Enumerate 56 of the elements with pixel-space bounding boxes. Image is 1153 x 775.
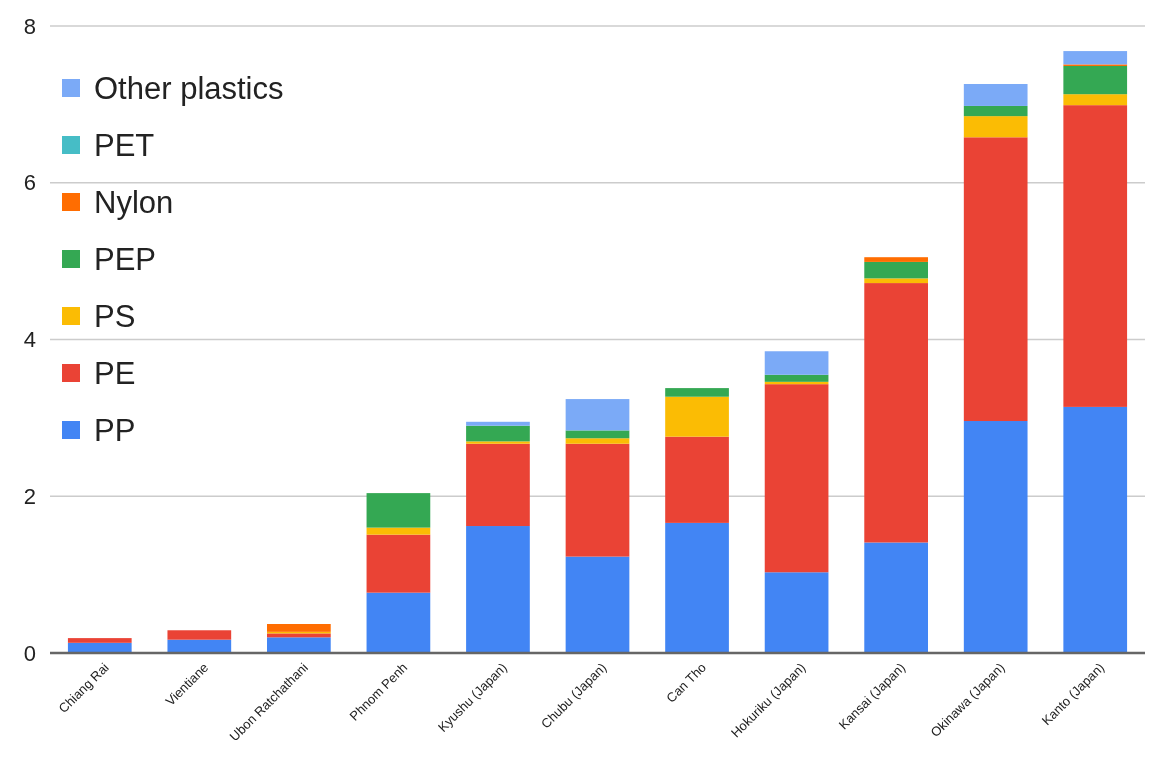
bar: [466, 443, 530, 527]
bar: [466, 526, 530, 653]
bar: [366, 534, 431, 593]
bar: [665, 388, 729, 397]
legend-label: PE: [94, 355, 136, 391]
bar: [565, 443, 630, 557]
legend-label: PEP: [94, 241, 157, 277]
bar: [1063, 406, 1128, 653]
bar: [665, 436, 729, 523]
bar: [665, 396, 729, 437]
bar: [764, 374, 829, 382]
bar: [366, 592, 431, 653]
bar: [864, 257, 928, 262]
bar: [167, 630, 232, 640]
bar: [167, 639, 232, 653]
bar: [864, 542, 928, 653]
y-tick-label: 2: [23, 483, 36, 509]
bar: [864, 283, 928, 543]
bar: [67, 638, 132, 643]
bar: [963, 84, 1028, 106]
bar: [1063, 51, 1128, 65]
bar: [764, 384, 829, 573]
bar: [466, 421, 530, 426]
legend-label: PS: [94, 298, 136, 334]
bar: [864, 261, 928, 279]
bar: [267, 633, 331, 638]
bar: [963, 105, 1028, 117]
bar: [764, 572, 829, 653]
legend-label: Nylon: [94, 184, 174, 220]
bar: [565, 438, 630, 444]
legend-label: PET: [94, 127, 155, 163]
bar: [1063, 105, 1128, 407]
bar: [565, 556, 630, 653]
bar: [963, 116, 1028, 138]
bar: [267, 637, 331, 653]
y-tick-label: 8: [23, 13, 36, 39]
bar: [565, 399, 630, 431]
bar: [565, 430, 630, 439]
bar: [963, 421, 1028, 653]
bar: [267, 624, 331, 632]
legend-label: PP: [94, 412, 136, 448]
y-tick-label: 4: [23, 327, 36, 353]
y-tick-label: 0: [23, 640, 36, 666]
bar: [1063, 65, 1128, 95]
bar: [864, 278, 928, 284]
bar: [366, 493, 431, 528]
bar: [764, 351, 829, 375]
legend-label: Other plastics: [94, 70, 284, 106]
bar: [366, 527, 431, 535]
x-tick-label: Can Tho: [663, 659, 709, 706]
bar: [466, 425, 530, 442]
bar: [1063, 94, 1128, 106]
bar: [665, 522, 729, 653]
bar: [963, 137, 1028, 422]
y-tick-label: 6: [23, 170, 36, 196]
bar: [466, 441, 530, 444]
